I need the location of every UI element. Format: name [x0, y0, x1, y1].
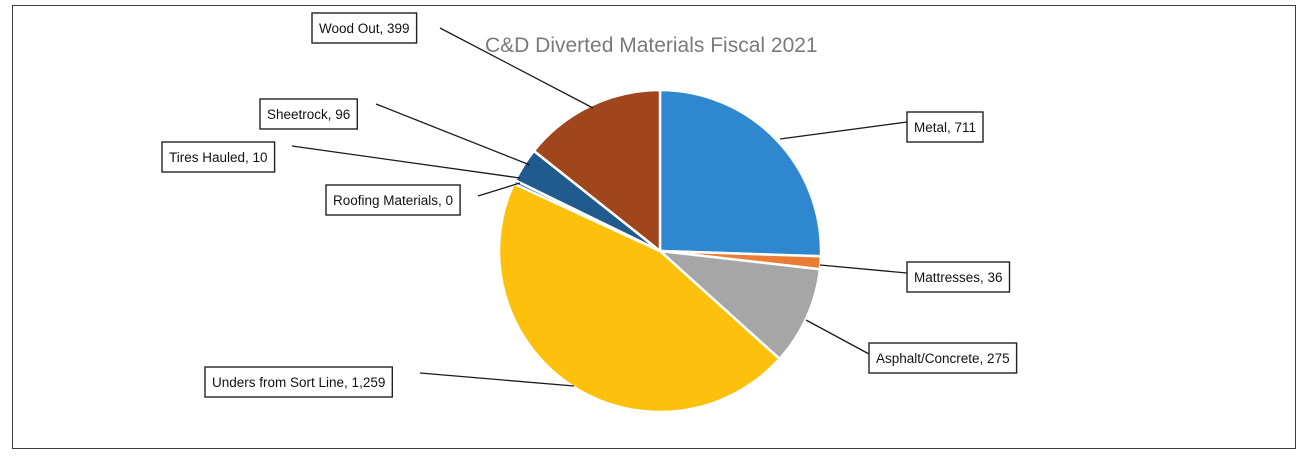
pie-slice-asphalt-concrete	[658, 249, 822, 361]
data-label-box	[311, 12, 418, 44]
data-label-text: Tires Hauled, 10	[169, 150, 268, 165]
data-label-text: Asphalt/Concrete, 275	[876, 351, 1010, 366]
data-label-text: Unders from Sort Line, 1,259	[212, 375, 385, 390]
data-label-metal: Metal, 711	[906, 111, 984, 143]
data-label-text: Mattresses, 36	[914, 270, 1003, 285]
data-label-text: Wood Out, 399	[319, 21, 410, 36]
leader-line-unders-from-sort-line	[419, 372, 575, 387]
data-label-box	[906, 111, 984, 143]
leader-line-wood-out	[439, 27, 594, 109]
data-label-box	[204, 366, 394, 398]
leader-line-roofing-materials	[477, 182, 521, 197]
data-label-box	[868, 342, 1018, 374]
data-label-unders-from-sort-line: Unders from Sort Line, 1,259	[204, 366, 394, 398]
leader-line-asphalt-concrete	[805, 319, 870, 355]
data-label-box	[325, 184, 461, 216]
pie-slices	[497, 88, 823, 414]
leader-line-tires-hauled	[291, 145, 521, 179]
data-label-roofing-materials: Roofing Materials, 0	[325, 184, 461, 216]
data-label-box	[259, 98, 359, 130]
leader-lines	[291, 27, 908, 387]
data-label-tires-hauled: Tires Hauled, 10	[161, 141, 276, 173]
data-label-text: Roofing Materials, 0	[333, 193, 453, 208]
leader-line-metal	[779, 121, 908, 140]
pie-slice-metal	[658, 88, 823, 258]
data-label-sheetrock: Sheetrock, 96	[259, 98, 359, 130]
data-label-mattresses: Mattresses, 36	[906, 261, 1011, 293]
data-label-box	[161, 141, 276, 173]
data-label-box	[906, 261, 1011, 293]
leader-line-mattresses	[819, 264, 908, 274]
data-label-text: Metal, 711	[914, 120, 976, 135]
data-label-text: Sheetrock, 96	[267, 107, 350, 122]
data-labels: Metal, 711 Mattresses, 36 Asphalt/Concrete…	[161, 12, 1018, 398]
chart-title: C&D Diverted Materials Fiscal 2021	[485, 34, 818, 57]
leader-line-sheetrock	[375, 103, 531, 166]
data-label-wood-out: Wood Out, 399	[311, 12, 418, 44]
data-label-asphalt-concrete: Asphalt/Concrete, 275	[868, 342, 1018, 374]
